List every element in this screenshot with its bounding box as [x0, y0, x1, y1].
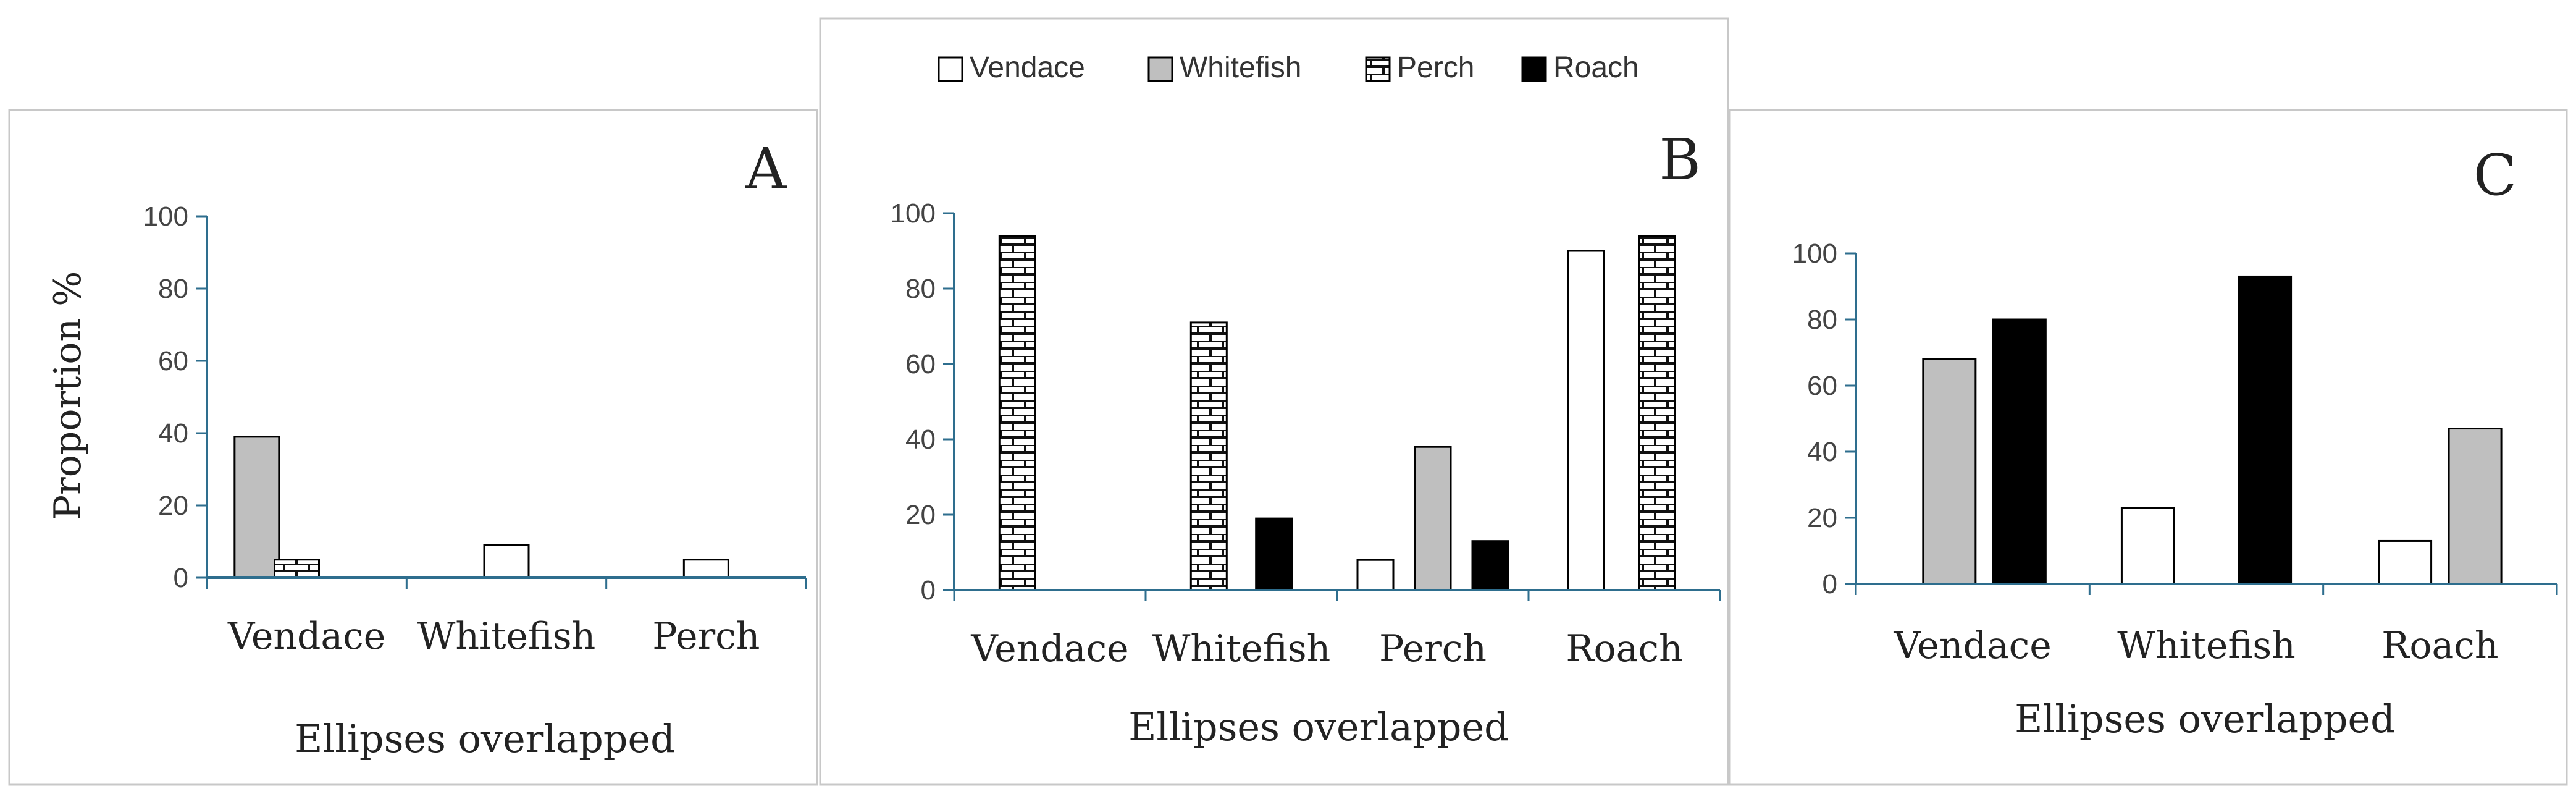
- panel-c-frame: [1728, 109, 2568, 786]
- x-category-label: Whitefish: [2117, 624, 2296, 667]
- bar-whitefish-vendace: [1922, 358, 1977, 585]
- bar-vendace-roach: [1567, 250, 1605, 591]
- panel-c-yticks: 0 20 40 60 80 100: [1792, 239, 1856, 599]
- x-category-label: Perch: [652, 615, 760, 658]
- panel-b-frame: [819, 17, 1729, 786]
- bar-whitefish-roach: [2448, 428, 2503, 585]
- panel-b-axes: [953, 213, 1721, 601]
- legend-swatch-perch: [1365, 56, 1391, 82]
- panel-a-bars: [233, 436, 729, 579]
- legend: Vendace Whitefish Perch Roach: [938, 51, 1639, 84]
- x-category-label: Whitefish: [1152, 627, 1331, 670]
- bar-roach-whitefish: [1255, 517, 1293, 591]
- x-category-label: Perch: [1379, 627, 1487, 670]
- panel-a-xlabel: Ellipses overlapped: [295, 716, 675, 761]
- legend-swatch-vendace: [938, 56, 963, 82]
- bar-roach-perch: [1471, 540, 1509, 591]
- bar-roach-vendace: [1992, 318, 2047, 585]
- panel-a-title: A: [745, 136, 787, 202]
- legend-swatch-whitefish: [1147, 56, 1173, 82]
- y-tick-label: 60: [158, 346, 188, 376]
- y-tick-label: 0: [1823, 569, 1837, 599]
- panel-b: B Ellipses overlapped 0 20 40 60 80 100 Venda…: [891, 127, 1721, 750]
- bar-perch-vendace: [274, 559, 320, 579]
- bar-vendace-whitefish: [2120, 507, 2175, 585]
- y-tick-label: 80: [1807, 305, 1837, 335]
- y-tick-label: 80: [905, 274, 936, 304]
- panel-a-frame: [8, 109, 818, 786]
- y-tick-label: 40: [158, 418, 188, 449]
- y-tick-label: 100: [143, 201, 188, 232]
- panel-c-xlabel: Ellipses overlapped: [2015, 696, 2395, 741]
- panel-c-bars: [1922, 275, 2503, 585]
- panel-c-axes: [1855, 253, 2558, 595]
- y-tick-label: 80: [158, 274, 188, 304]
- bar-perch-roach: [1638, 235, 1676, 591]
- panel-c-title: C: [2473, 142, 2517, 208]
- bar-perch-whitefish: [1189, 321, 1228, 591]
- panel-b-title: B: [1659, 127, 1701, 193]
- bar-perch-vendace: [998, 235, 1036, 591]
- x-category-label: Vendace: [227, 615, 385, 658]
- y-tick-label: 20: [158, 491, 188, 521]
- legend-label-vendace: Vendace: [970, 51, 1085, 84]
- panel-c-xticks: Vendace Whitefish Roach: [1894, 624, 2499, 667]
- y-tick-label: 60: [905, 349, 936, 379]
- legend-label-roach: Roach: [1553, 51, 1639, 84]
- panel-a-xticks: Vendace Whitefish Perch: [227, 615, 760, 658]
- y-tick-label: 0: [921, 575, 936, 606]
- bar-roach-whitefish: [2238, 275, 2293, 585]
- y-tick-label: 40: [905, 424, 936, 455]
- panel-a: A Proportion % Ellipses overlapped 0 20 40…: [46, 136, 807, 761]
- bar-vendace-perch: [682, 559, 729, 579]
- y-tick-label: 20: [905, 500, 936, 530]
- y-tick-label: 60: [1807, 371, 1837, 401]
- legend-swatch-roach: [1521, 56, 1547, 82]
- x-category-label: Vendace: [1894, 624, 2052, 667]
- panel-b-yticks: 0 20 40 60 80 100: [891, 198, 954, 606]
- panel-b-xticks: Vendace Whitefish Perch Roach: [970, 627, 1682, 670]
- legend-label-whitefish: Whitefish: [1180, 51, 1301, 84]
- bar-whitefish-perch: [1414, 446, 1452, 591]
- y-tick-label: 100: [1792, 239, 1837, 269]
- x-category-label: Vendace: [970, 627, 1128, 670]
- panel-c: C Ellipses overlapped 0 20 40 60 80 100 Venda…: [1792, 142, 2558, 741]
- bar-vendace-perch: [1356, 559, 1395, 591]
- bar-vendace-roach: [2378, 539, 2433, 585]
- legend-label-perch: Perch: [1397, 51, 1474, 84]
- x-category-label: Roach: [1566, 627, 1682, 670]
- panel-a-axes: [206, 216, 807, 589]
- y-tick-label: 0: [174, 563, 188, 593]
- panel-b-bars: [998, 235, 1676, 591]
- panel-b-xlabel: Ellipses overlapped: [1128, 704, 1509, 750]
- x-category-label: Whitefish: [417, 615, 596, 658]
- panel-a-ylabel: Proportion %: [46, 271, 90, 520]
- x-category-label: Roach: [2381, 624, 2498, 667]
- y-tick-label: 20: [1807, 503, 1837, 533]
- bar-vendace-whitefish: [483, 544, 530, 579]
- y-tick-label: 40: [1807, 437, 1837, 467]
- y-tick-label: 100: [891, 198, 936, 229]
- bar-whitefish-vendace: [233, 436, 280, 579]
- panel-a-yticks: 0 20 40 60 80 100: [143, 201, 207, 593]
